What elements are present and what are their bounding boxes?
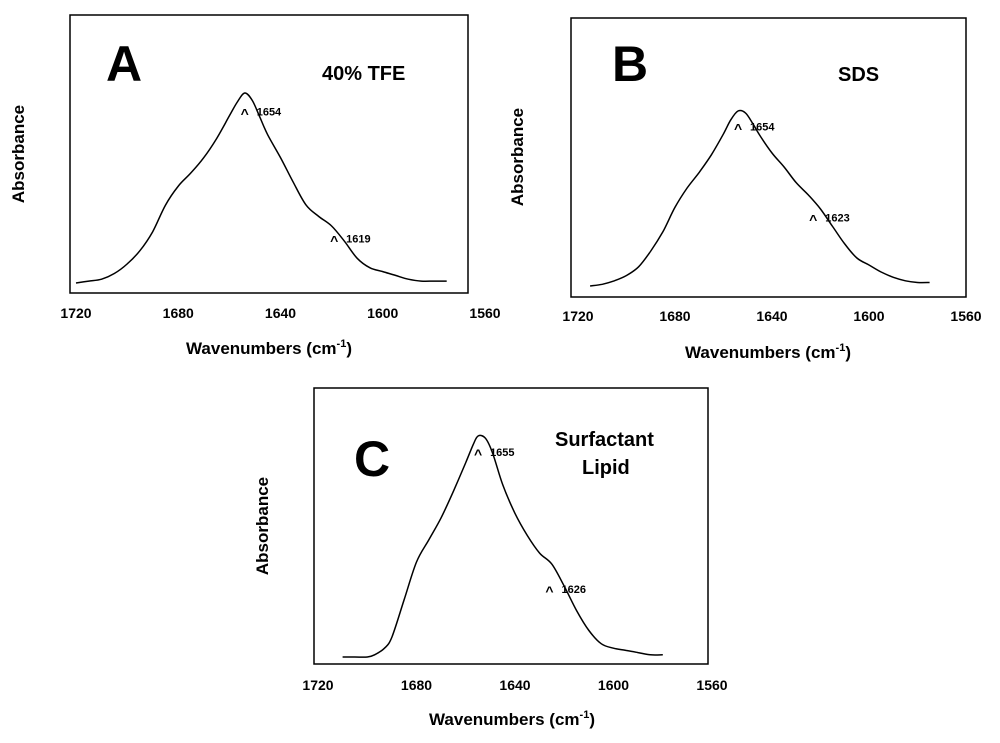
panel-c: C Surfactant Lipid Absorbance Wavenumber…	[253, 387, 728, 729]
panel-c-ticks: 1720 1680 1640 1600 1560	[302, 677, 727, 693]
panel-b-tick-label-1680: 1680	[659, 308, 690, 324]
panel-b-letter: B	[612, 36, 648, 92]
panel-b-peak-label-1623: 1623	[825, 213, 849, 225]
panel-a-peak-label-1619: 1619	[346, 234, 370, 246]
panel-a-ylabel: Absorbance	[9, 105, 28, 203]
panel-b-frame	[570, 17, 967, 298]
panel-b-xlabel: Wavenumbers (cm-1)	[685, 342, 851, 362]
panel-c-tick-label-1680: 1680	[401, 677, 432, 693]
panel-c-condition-line1: Surfactant	[555, 429, 654, 451]
panel-c-annotations: ^ 1655 ^ 1626	[474, 446, 586, 599]
panel-b-annotations: ^ 1654 ^ 1623	[734, 121, 850, 228]
panel-a: A 40% TFE Absorbance Wavenumbers (cm-1) …	[9, 14, 501, 358]
panel-c-tick-label-1560: 1560	[696, 677, 727, 693]
panel-a-frame	[69, 14, 469, 294]
panel-a-letter: A	[106, 36, 142, 92]
panel-b-tick-label-1560: 1560	[950, 308, 981, 324]
panel-a-tick-label-1560: 1560	[469, 305, 500, 321]
panel-c-tick-label-1640: 1640	[499, 677, 530, 693]
panel-c-peak-caret-1626: ^	[545, 583, 553, 599]
panel-a-xlabel-sup: -1	[337, 338, 347, 350]
panel-b-spectrum-line	[589, 109, 930, 287]
panel-c-tick-label-1600: 1600	[598, 677, 629, 693]
panel-a-spectrum-line	[75, 92, 447, 284]
panel-b-tick-label-1640: 1640	[756, 308, 787, 324]
panel-a-peak-caret-1619: ^	[330, 233, 338, 249]
panel-a-annotations: ^ 1654 ^ 1619	[241, 105, 371, 248]
panel-a-tick-label-1640: 1640	[265, 305, 296, 321]
panel-c-peak-label-1626: 1626	[561, 584, 585, 596]
panel-b-peak-label-1654: 1654	[750, 122, 775, 134]
panel-b-tick-label-1600: 1600	[853, 308, 884, 324]
panel-c-xlabel-sup: -1	[580, 709, 590, 721]
panel-b-ylabel: Absorbance	[508, 108, 527, 206]
panel-a-condition: 40% TFE	[322, 63, 405, 85]
panel-b-tick-label-1720: 1720	[562, 308, 593, 324]
panel-a-xlabel: Wavenumbers (cm-1)	[186, 338, 352, 358]
panel-a-peak-caret-1654: ^	[241, 105, 249, 121]
panel-a-tick-label-1680: 1680	[163, 305, 194, 321]
panel-c-peak-caret-1655: ^	[474, 446, 482, 462]
panel-b-ticks: 1720 1680 1640 1600 1560	[562, 308, 981, 324]
panel-a-peak-label-1654: 1654	[257, 106, 282, 118]
panel-b-condition: SDS	[838, 64, 879, 86]
panel-b-peak-caret-1654: ^	[734, 121, 742, 137]
panel-b: B SDS Absorbance Wavenumbers (cm-1) 1720…	[508, 17, 982, 362]
panel-a-ticks: 1720 1680 1640 1600 1560	[60, 305, 500, 321]
panel-c-xlabel: Wavenumbers (cm-1)	[429, 709, 595, 729]
panel-c-ylabel: Absorbance	[253, 477, 272, 575]
panel-c-letter: C	[354, 431, 390, 487]
panel-a-tick-label-1600: 1600	[367, 305, 398, 321]
panel-b-xlabel-sup: -1	[836, 342, 846, 354]
panel-c-peak-label-1655: 1655	[490, 447, 514, 459]
panel-a-tick-label-1720: 1720	[60, 305, 91, 321]
panel-c-frame	[313, 387, 709, 665]
panel-c-spectrum-line	[342, 434, 663, 658]
panel-b-peak-caret-1623: ^	[809, 212, 817, 228]
panel-c-tick-label-1720: 1720	[302, 677, 333, 693]
panel-c-condition-line2: Lipid	[582, 457, 630, 479]
